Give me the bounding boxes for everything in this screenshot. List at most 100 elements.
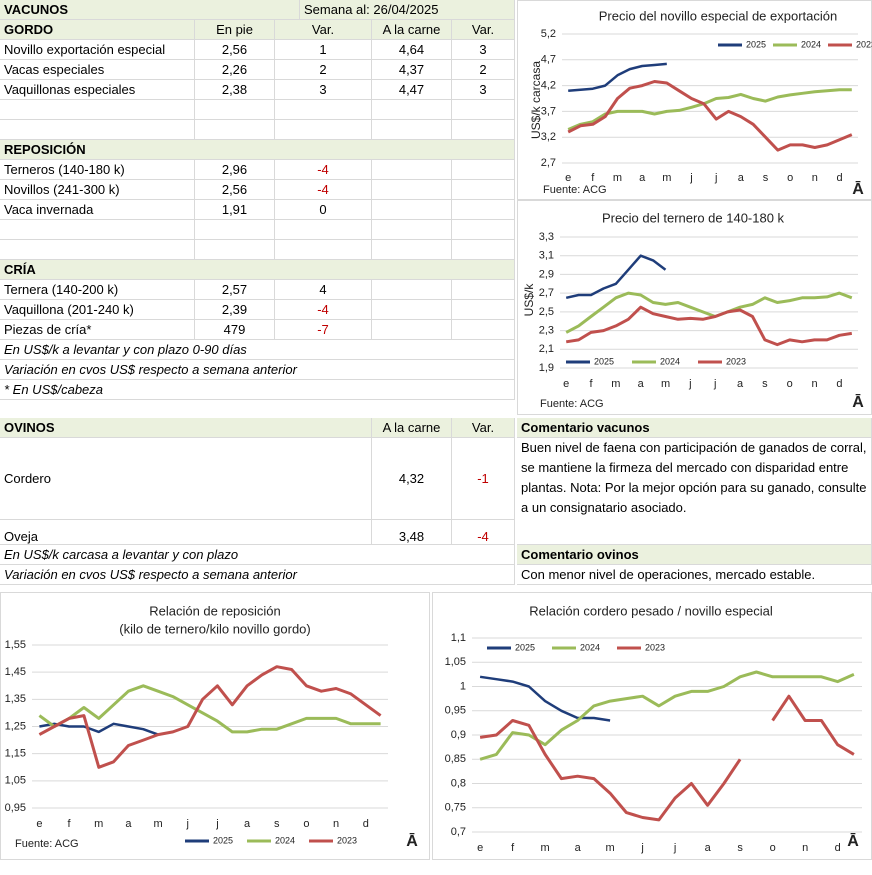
series-line [565,291,853,334]
x-tick-label: d [363,818,369,830]
y-tick-label: 0,95 [445,705,466,717]
section-title: VACUNOS [0,0,300,20]
chart-title: Precio del novillo especial de exportaci… [599,8,837,23]
x-tick-label: d [836,172,842,184]
x-tick-label: s [762,378,768,390]
y-tick-label: 2,9 [539,268,554,280]
note: Variación en cvos US$ respecto a semana … [0,565,515,585]
x-tick-label: n [802,842,808,854]
cell: 2,56 [195,40,275,60]
y-tick-label: 1,25 [5,720,26,732]
x-tick-label: s [737,842,743,854]
cell [452,240,515,260]
cell [452,200,515,220]
note: * En US$/cabeza [0,380,515,400]
x-tick-label: e [565,172,571,184]
cell: Vaquillona (201-240 k) [0,300,195,320]
cell [275,220,372,240]
legend-label: 2024 [275,835,295,845]
week: Semana al: 26/04/2025 [300,0,515,20]
cell [372,180,452,200]
x-tick-label: s [763,172,769,184]
legend-label: 2023 [726,356,746,366]
cell: 2,57 [195,280,275,300]
cell [452,120,515,140]
x-tick-label: j [186,818,189,830]
y-tick-label: 3,3 [539,231,554,243]
x-tick-label: s [274,818,280,830]
x-tick-label: j [640,842,643,854]
legend-label: 2025 [746,39,766,49]
header: A la carne [372,418,452,438]
cell [275,100,372,120]
y-tick-label: 1,45 [5,666,26,678]
y-tick-label: 1,55 [5,639,26,651]
cell [372,120,452,140]
cell [372,100,452,120]
y-tick-label: 1,1 [451,632,466,644]
cell [372,220,452,240]
cell: 479 [195,320,275,340]
cell: Var. [275,20,372,40]
x-tick-label: m [661,378,670,390]
cell: Piezas de cría* [0,320,195,340]
x-tick-label: j [215,818,218,830]
y-tick-label: 0,95 [5,802,26,814]
y-tick-label: 0,85 [445,753,466,765]
source: Fuente: ACG [540,398,604,410]
x-tick-label: a [244,818,251,830]
series-line [479,694,855,822]
cell: 2,38 [195,80,275,100]
legend-label: 2024 [801,39,821,49]
series-line [479,675,611,722]
cell [452,320,515,340]
cell: -4 [452,520,515,545]
legend-label: 2024 [580,642,600,652]
y-tick-label: 0,9 [451,729,466,741]
cell: En pie [195,20,275,40]
cell: -4 [275,300,372,320]
source: Fuente: ACG [15,838,79,850]
chart-title: (kilo de ternero/kilo novillo gordo) [119,621,310,636]
series-line [38,665,382,769]
symbol: Ā [406,831,418,850]
y-tick-label: 1,05 [5,775,26,787]
x-tick-label: a [639,172,646,184]
cell [452,220,515,240]
x-tick-label: j [713,378,716,390]
legend-label: 2024 [660,356,680,366]
y-tick-label: 2,7 [539,287,554,299]
y-axis-label: US$/k [522,283,536,317]
x-tick-label: e [477,842,483,854]
series-line [568,62,667,93]
x-tick-label: o [787,378,793,390]
x-tick-label: a [738,172,745,184]
x-tick-label: o [787,172,793,184]
y-tick-label: 3,1 [539,250,554,262]
legend-label: 2025 [515,642,535,652]
x-tick-label: m [606,842,615,854]
series-line [38,684,381,734]
series-line [479,670,855,761]
y-tick-label: 4,2 [541,80,556,92]
cell: 3 [452,80,515,100]
note: Variación en cvos US$ respecto a semana … [0,360,515,380]
cell [372,320,452,340]
x-tick-label: f [590,378,594,390]
header: OVINOS [0,418,372,438]
cell: 4 [275,280,372,300]
x-tick-label: d [836,378,842,390]
cell [195,220,275,240]
x-tick-label: a [705,842,712,854]
cell: 3 [452,40,515,60]
x-tick-label: n [812,172,818,184]
note: En US$/k carcasa a levantar y con plazo [0,545,515,565]
cell: Vaquillonas especiales [0,80,195,100]
x-tick-label: e [36,818,42,830]
cell [0,100,195,120]
y-tick-label: 1,35 [5,693,26,705]
cell: 4,47 [372,80,452,100]
y-tick-label: 2,5 [539,306,554,318]
legend-label: 2023 [645,642,665,652]
